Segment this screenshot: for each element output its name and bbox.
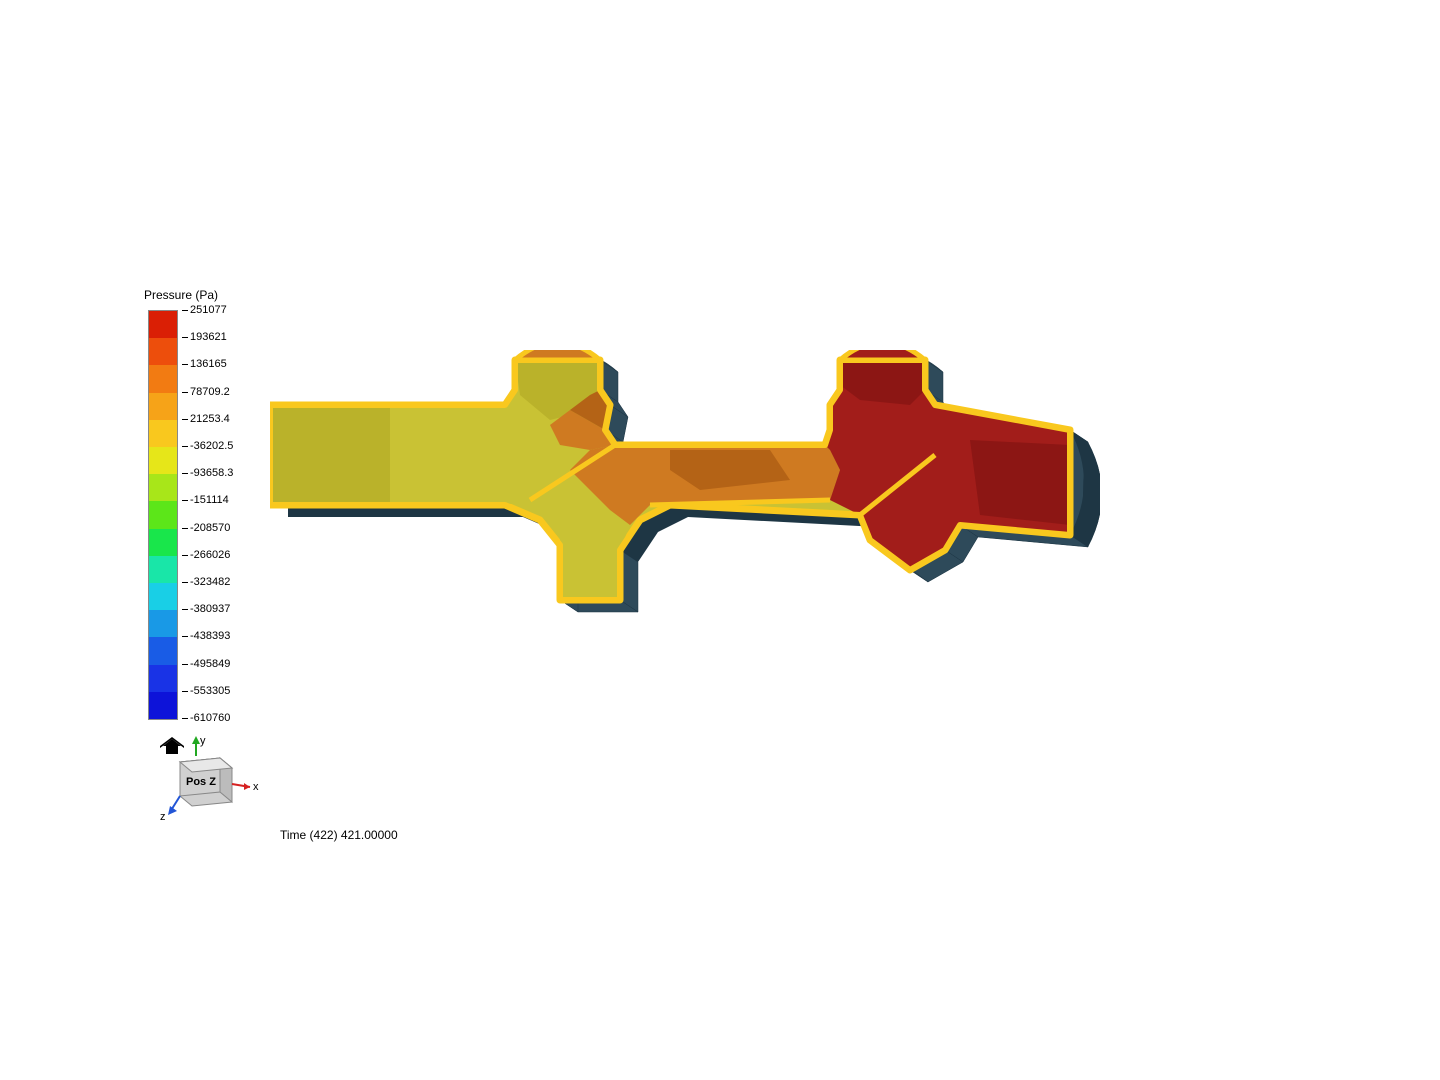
axis-x: x [232,781,259,793]
legend-swatch [149,583,177,610]
viewport[interactable]: Pressure (Pa) 25107719362113616578709.22… [0,0,1440,1080]
legend-swatch [149,365,177,392]
legend-tick: -438393 [182,630,230,642]
legend-tick: -36202.5 [182,440,233,452]
legend-tick: -553305 [182,685,230,697]
legend-swatch [149,637,177,664]
legend-tick: -495849 [182,658,230,670]
legend-tick: -323482 [182,576,230,588]
legend-title: Pressure (Pa) [144,288,218,302]
svg-text:y: y [200,735,206,747]
legend-tick: -93658.3 [182,467,233,479]
legend-swatch [149,420,177,447]
boss1-dome-front [515,350,600,360]
time-label: Time (422) 421.00000 [280,828,398,842]
pressure-model[interactable] [270,350,1100,690]
svg-text:z: z [160,811,166,823]
legend-tick: -266026 [182,549,230,561]
legend-swatch [149,610,177,637]
legend-swatch [149,665,177,692]
orientation-face-label: Pos Z [186,776,216,788]
legend-swatch [149,474,177,501]
orientation-cube[interactable]: Pos Z [180,758,232,806]
color-legend: 25107719362113616578709.221253.4-36202.5… [148,310,182,720]
legend-colorbar [148,310,178,720]
axis-y: y [192,735,206,756]
legend-swatch [149,338,177,365]
boss2-dome-front [840,350,925,360]
throat-top-edge [605,430,830,445]
legend-swatch [149,556,177,583]
orientation-widget[interactable]: Pos Z x y z [150,732,260,822]
legend-tick: 21253.4 [182,413,230,425]
legend-tick: -380937 [182,603,230,615]
legend-tick: -208570 [182,522,230,534]
legend-swatch [149,393,177,420]
outlet-endcap-face [1083,442,1100,547]
legend-swatch [149,311,177,338]
svg-text:x: x [253,781,259,793]
home-icon[interactable] [160,737,184,754]
legend-tick: -610760 [182,712,230,724]
legend-tick: 251077 [182,304,227,316]
legend-tick: -151114 [182,494,229,506]
legend-swatch [149,529,177,556]
legend-tick: 136165 [182,358,227,370]
legend-tick: 193621 [182,331,227,343]
legend-swatch [149,692,177,719]
legend-swatch [149,447,177,474]
axis-z: z [160,796,180,823]
legend-swatch [149,501,177,528]
legend-tick: 78709.2 [182,386,230,398]
